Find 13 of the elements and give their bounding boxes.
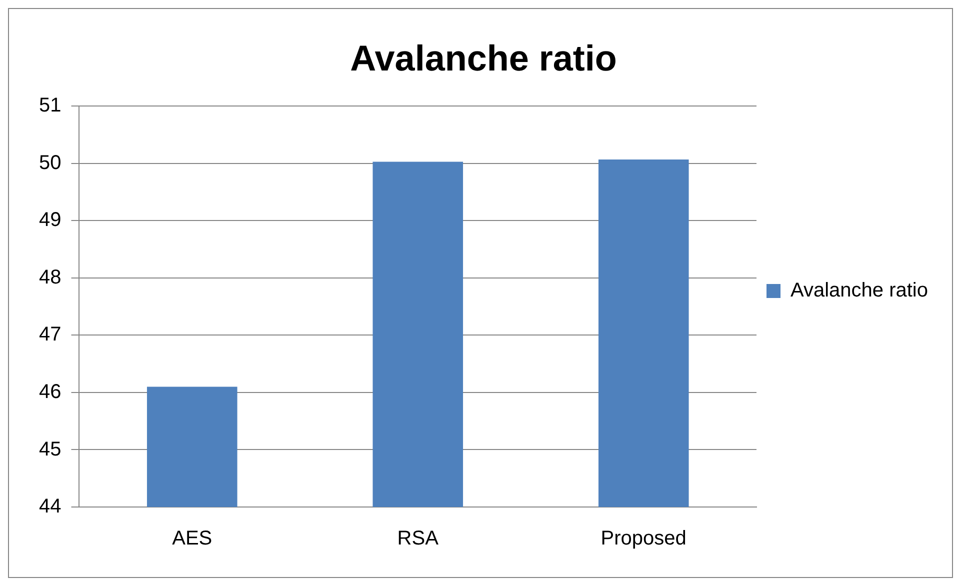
x-tick-label: Proposed bbox=[600, 528, 686, 550]
y-tick-label: 45 bbox=[38, 438, 62, 460]
y-tick-label: 47 bbox=[38, 324, 62, 346]
chart-title: Avalanche ratio bbox=[350, 38, 617, 79]
x-tick-label: AES bbox=[172, 528, 212, 550]
x-tick-label: RSA bbox=[397, 528, 440, 550]
y-tick-label: 51 bbox=[38, 94, 62, 117]
y-tick-label: 48 bbox=[38, 266, 62, 288]
y-tick-label: 50 bbox=[38, 152, 62, 174]
y-tick-label: 46 bbox=[38, 381, 62, 403]
y-tick-label: 49 bbox=[38, 209, 62, 232]
legend-label: Avalanche ratio bbox=[790, 280, 928, 302]
y-tick-label: 44 bbox=[38, 496, 62, 518]
